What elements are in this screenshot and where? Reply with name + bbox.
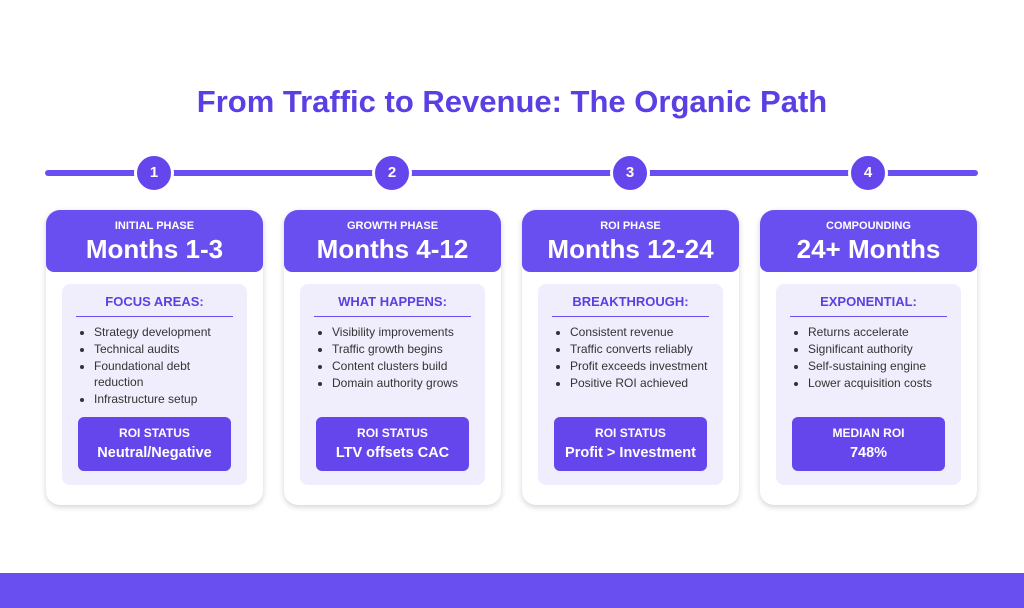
- bullet-item: Traffic converts reliably: [570, 341, 715, 357]
- months: Months 1-3: [85, 234, 224, 264]
- card-header: GROWTH PHASE Months 4-12: [284, 210, 501, 272]
- status-box: ROI STATUS Profit > Investment: [554, 417, 707, 471]
- section-title: EXPONENTIAL:: [790, 294, 947, 317]
- bullet-item: Strategy development: [94, 324, 239, 340]
- phase-label: COMPOUNDING: [826, 220, 911, 232]
- step-circle: 2: [372, 153, 412, 193]
- bullet-item: Significant authority: [808, 341, 953, 357]
- status-label: MEDIAN ROI: [832, 426, 905, 440]
- phase-label: ROI PHASE: [600, 220, 661, 232]
- section-title: BREAKTHROUGH:: [552, 294, 709, 317]
- content-panel: FOCUS AREAS: Strategy developmentTechnica…: [62, 284, 247, 485]
- content-panel: BREAKTHROUGH: Consistent revenueTraffic c…: [538, 284, 723, 485]
- bullet-item: Infrastructure setup: [94, 391, 239, 407]
- status-value: 748%: [849, 445, 888, 461]
- status-value: Neutral/Negative: [97, 445, 212, 461]
- footer-band: [0, 573, 1024, 608]
- phase-label: GROWTH PHASE: [346, 220, 439, 232]
- phase-card: ROI PHASE Months 12-24 BREAKTHROUGH: Consis…: [522, 210, 739, 505]
- status-value: LTV offsets CAC: [335, 445, 450, 461]
- bullet-item: Technical audits: [94, 341, 239, 357]
- status-box: ROI STATUS LTV offsets CAC: [316, 417, 469, 471]
- step-circle: 4: [848, 153, 888, 193]
- content-panel: EXPONENTIAL: Returns accelerateSignifican…: [776, 284, 961, 485]
- phase-card: INITIAL PHASE Months 1-3 FOCUS AREAS: Strat…: [46, 210, 263, 505]
- status-value: Profit > Investment: [565, 445, 696, 461]
- timeline: [45, 170, 978, 176]
- months: Months 4-12: [316, 234, 469, 264]
- bullet-item: Domain authority grows: [332, 375, 477, 391]
- bullet-item: Lower acquisition costs: [808, 375, 953, 391]
- card-header: COMPOUNDING 24+ Months: [760, 210, 977, 272]
- bullet-item: Profit exceeds investment: [570, 358, 715, 374]
- status-box: ROI STATUS Neutral/Negative: [78, 417, 231, 471]
- phase-card: GROWTH PHASE Months 4-12 WHAT HAPPENS: Visi…: [284, 210, 501, 505]
- status-label: ROI STATUS: [595, 426, 666, 440]
- bullet-list: Strategy developmentTechnical auditsFoun…: [62, 324, 239, 408]
- status-label: ROI STATUS: [119, 426, 190, 440]
- status-box: MEDIAN ROI 748%: [792, 417, 945, 471]
- bullet-item: Visibility improvements: [332, 324, 477, 340]
- status-label: ROI STATUS: [357, 426, 428, 440]
- bullet-item: Content clusters build: [332, 358, 477, 374]
- content-panel: WHAT HAPPENS: Visibility improvementsTraf…: [300, 284, 485, 485]
- section-title: FOCUS AREAS:: [76, 294, 233, 317]
- card-header: INITIAL PHASE Months 1-3: [46, 210, 263, 272]
- step-circle: 1: [134, 153, 174, 193]
- phase-label: INITIAL PHASE: [114, 220, 195, 232]
- title: From Traffic to Revenue: The Organic Pat…: [196, 84, 828, 119]
- bullet-item: Foundational debt reduction: [94, 358, 239, 390]
- section-title: WHAT HAPPENS:: [314, 294, 471, 317]
- bullet-item: Positive ROI achieved: [570, 375, 715, 391]
- bullet-item: Traffic growth begins: [332, 341, 477, 357]
- bullet-list: Consistent revenueTraffic converts relia…: [538, 324, 715, 392]
- bullet-item: Returns accelerate: [808, 324, 953, 340]
- bullet-list: Returns accelerateSignificant authorityS…: [776, 324, 953, 392]
- step-circle: 3: [610, 153, 650, 193]
- bullet-item: Consistent revenue: [570, 324, 715, 340]
- months: 24+ Months: [796, 234, 941, 264]
- card-header: ROI PHASE Months 12-24: [522, 210, 739, 272]
- phase-card: COMPOUNDING 24+ Months EXPONENTIAL: Returns…: [760, 210, 977, 505]
- bullet-list: Visibility improvementsTraffic growth be…: [300, 324, 477, 392]
- bullet-item: Self-sustaining engine: [808, 358, 953, 374]
- months: Months 12-24: [547, 234, 714, 264]
